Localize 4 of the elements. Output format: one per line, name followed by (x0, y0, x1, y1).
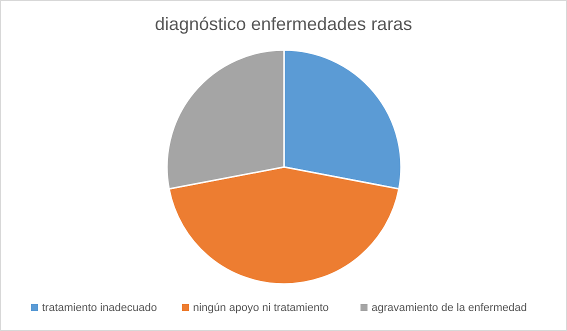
chart-title: diagnóstico enfermedades raras (154, 14, 412, 34)
legend-label: tratamiento inadecuado (42, 302, 157, 314)
legend-label: ningún apoyo ni tratamiento (193, 302, 329, 314)
legend-label: agravamiento de la enfermedad (372, 302, 527, 314)
